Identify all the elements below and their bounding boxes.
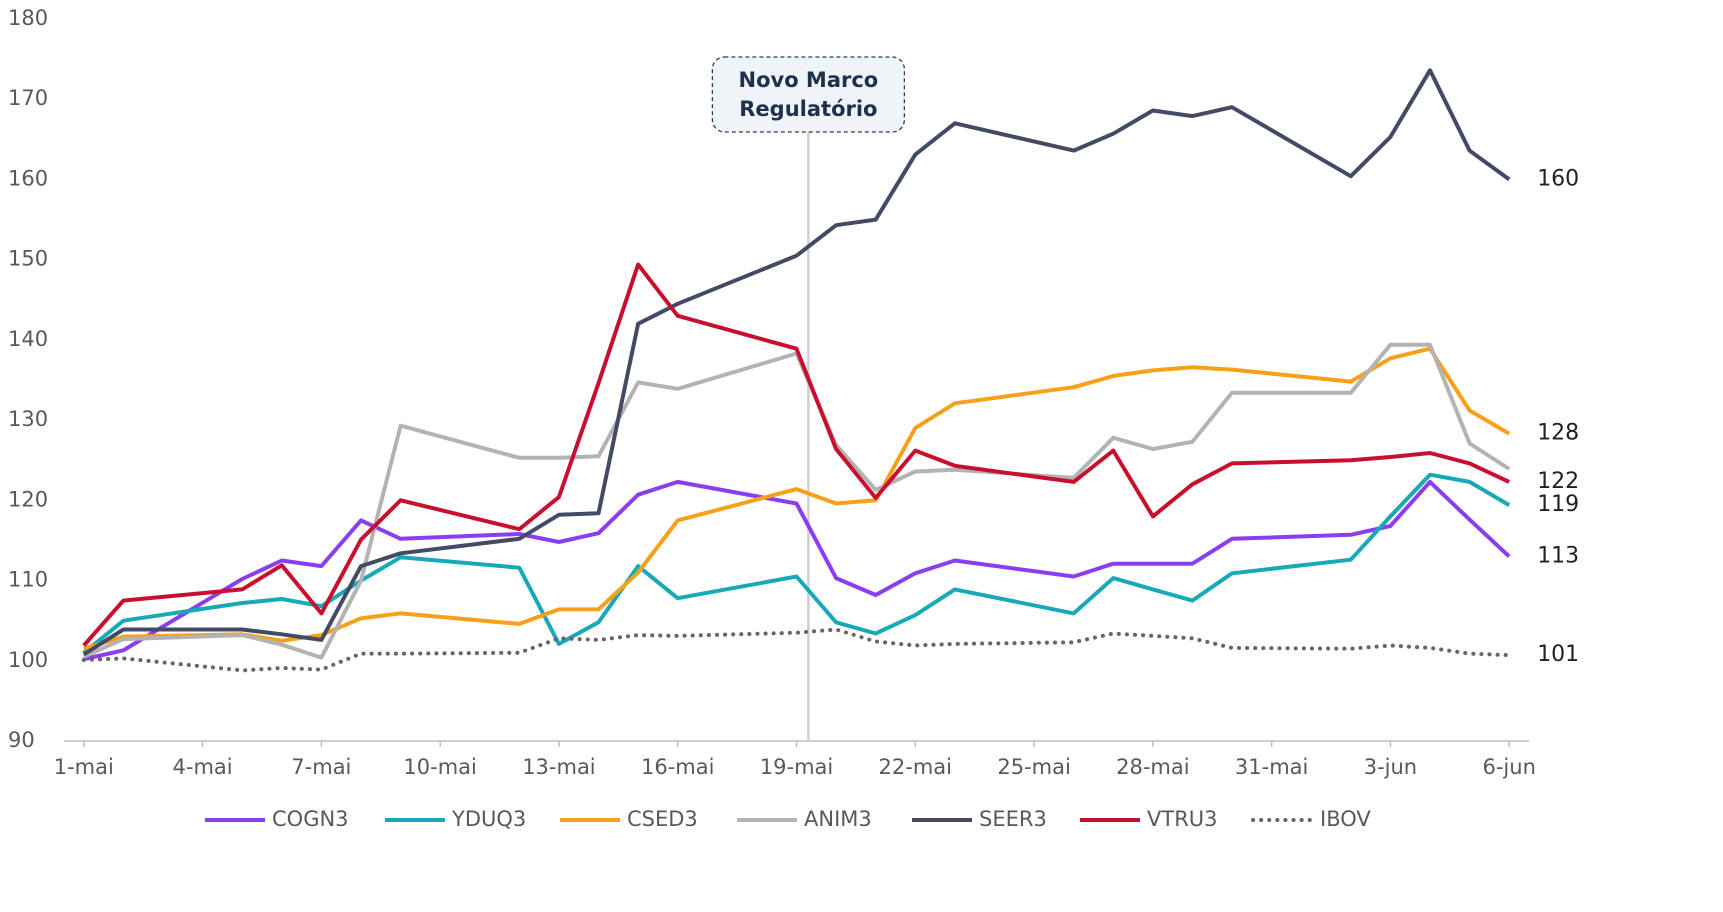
- y-tick-label: 90: [8, 728, 35, 752]
- value-label: 119: [1537, 492, 1579, 517]
- legend-label: IBOV: [1320, 807, 1371, 831]
- x-tick-label: 6-jun: [1482, 755, 1535, 779]
- value-label: 160: [1537, 166, 1579, 191]
- x-tick-label: 31-mai: [1235, 755, 1308, 779]
- legend-label: YDUQ3: [451, 807, 526, 831]
- y-tick-label: 180: [8, 6, 48, 30]
- annotation-box: [711, 56, 906, 133]
- legend-label: ANIM3: [804, 807, 872, 831]
- x-tick-label: 19-mai: [760, 755, 833, 779]
- series-line: [82, 472, 1511, 655]
- x-tick-label: 25-mai: [997, 755, 1070, 779]
- series-line: [82, 68, 1511, 657]
- y-tick-label: 140: [8, 327, 48, 351]
- y-tick-label: 130: [8, 407, 48, 431]
- annotation-text: Regulatório: [739, 97, 877, 121]
- y-tick-label: 170: [8, 86, 48, 110]
- value-label: 128: [1537, 421, 1579, 446]
- x-tick-label: 10-mai: [403, 755, 476, 779]
- x-tick-label: 3-jun: [1364, 755, 1417, 779]
- legend-label: SEER3: [979, 807, 1047, 831]
- x-tick-label: 1-mai: [54, 755, 114, 779]
- y-tick-label: 100: [8, 648, 48, 672]
- x-tick-label: 28-mai: [1116, 755, 1189, 779]
- value-label: 113: [1537, 543, 1579, 568]
- legend-label: VTRU3: [1147, 807, 1218, 831]
- legend-label: COGN3: [272, 807, 349, 831]
- x-tick-label: 4-mai: [173, 755, 233, 779]
- annotation-text: Novo Marco: [739, 68, 879, 92]
- y-tick-label: 120: [8, 487, 48, 511]
- y-tick-label: 110: [8, 568, 48, 592]
- series-line: [82, 342, 1511, 660]
- x-tick-label: 22-mai: [879, 755, 952, 779]
- legend-label: CSED3: [627, 807, 698, 831]
- x-tick-label: 7-mai: [291, 755, 351, 779]
- series-line: [83, 479, 1511, 662]
- value-label: 122: [1537, 469, 1579, 494]
- series-line: [81, 627, 1512, 673]
- y-tick-label: 160: [8, 166, 48, 190]
- series-line: [82, 262, 1511, 647]
- y-tick-label: 150: [8, 247, 48, 271]
- x-tick-label: 16-mai: [641, 755, 714, 779]
- x-tick-label: 13-mai: [522, 755, 595, 779]
- value-label: 101: [1537, 642, 1579, 667]
